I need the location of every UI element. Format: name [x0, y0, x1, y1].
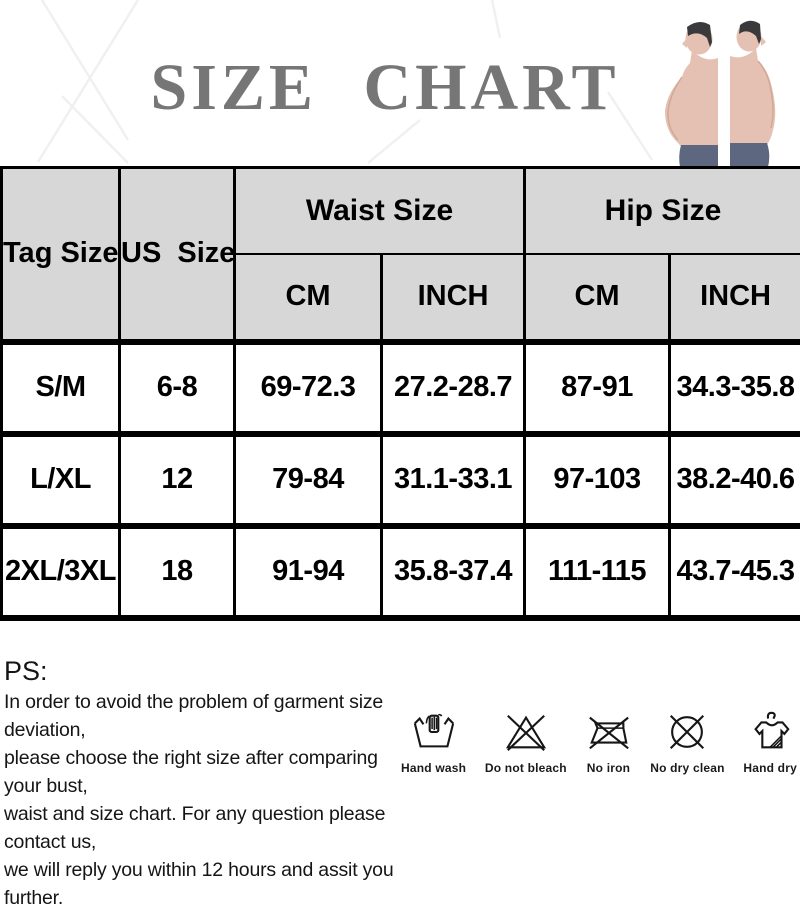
two-men-profile-illustration [650, 18, 798, 168]
size-chart-table: Tag Size US Size Waist Size Hip Size CM … [0, 166, 800, 621]
before-after-image [650, 18, 798, 168]
table-cell: 2XL/3XL [2, 526, 120, 618]
do-not-bleach-icon [503, 710, 549, 754]
table-cell: 111-115 [525, 526, 670, 618]
care-icon-label: No dry clean [650, 761, 724, 775]
header-hip-inch: INCH [670, 254, 800, 342]
header-hip-cm: CM [525, 254, 670, 342]
table-cell: 34.3-35.8 [670, 342, 800, 434]
header-waist-size: Waist Size [235, 168, 525, 254]
table-cell: 12 [120, 434, 235, 526]
no-iron-icon [586, 710, 632, 754]
care-item-do-not-bleach: Do not bleach [485, 710, 567, 775]
ps-note: PS: In order to avoid the problem of gar… [4, 656, 408, 912]
header-tag-size: Tag Size [2, 168, 120, 342]
table-cell: 97-103 [525, 434, 670, 526]
ps-heading: PS: [4, 656, 408, 686]
no-dry-clean-icon [664, 710, 710, 754]
table-cell: 87-91 [525, 342, 670, 434]
table-cell: 43.7-45.3 [670, 526, 800, 618]
table-cell: S/M [2, 342, 120, 434]
table-row: 2XL/3XL 18 91-94 35.8-37.4 111-115 43.7-… [2, 526, 800, 618]
table-cell: 18 [120, 526, 235, 618]
care-icon-label: Hand dry [743, 761, 797, 775]
table-cell: 31.1-33.1 [382, 434, 525, 526]
table-cell: 35.8-37.4 [382, 526, 525, 618]
care-icon-label: Hand wash [401, 761, 466, 775]
table-cell: 69-72.3 [235, 342, 382, 434]
care-icon-label: No iron [587, 761, 630, 775]
header-hip-size: Hip Size [525, 168, 800, 254]
ps-text-line: In order to avoid the problem of garment… [4, 688, 408, 744]
care-item-no-iron: No iron [586, 710, 632, 775]
care-item-no-dry-clean: No dry clean [650, 710, 724, 775]
ps-text-line: please choose the right size after compa… [4, 744, 408, 800]
table-cell: 79-84 [235, 434, 382, 526]
care-icon-label: Do not bleach [485, 761, 567, 775]
table-cell: 91-94 [235, 526, 382, 618]
care-item-hand-dry: Hand dry [743, 710, 797, 775]
ps-text-line: we will reply you within 12 hours and as… [4, 856, 408, 912]
table-row: S/M 6-8 69-72.3 27.2-28.7 87-91 34.3-35.… [2, 342, 800, 434]
hand-wash-icon [411, 710, 457, 754]
ps-text-line: waist and size chart. For any question p… [4, 800, 408, 856]
header-us-size: US Size [120, 168, 235, 342]
care-item-hand-wash: Hand wash [401, 710, 466, 775]
header-waist-cm: CM [235, 254, 382, 342]
care-instructions: Hand wash Do not bleach No iron No dry c… [401, 710, 797, 775]
table-cell: 38.2-40.6 [670, 434, 800, 526]
hand-dry-icon [747, 710, 793, 754]
table-cell: 6-8 [120, 342, 235, 434]
table-cell: L/XL [2, 434, 120, 526]
table-cell: 27.2-28.7 [382, 342, 525, 434]
table-header-row: Tag Size US Size Waist Size Hip Size [2, 168, 800, 254]
table-row: L/XL 12 79-84 31.1-33.1 97-103 38.2-40.6 [2, 434, 800, 526]
header-waist-inch: INCH [382, 254, 525, 342]
